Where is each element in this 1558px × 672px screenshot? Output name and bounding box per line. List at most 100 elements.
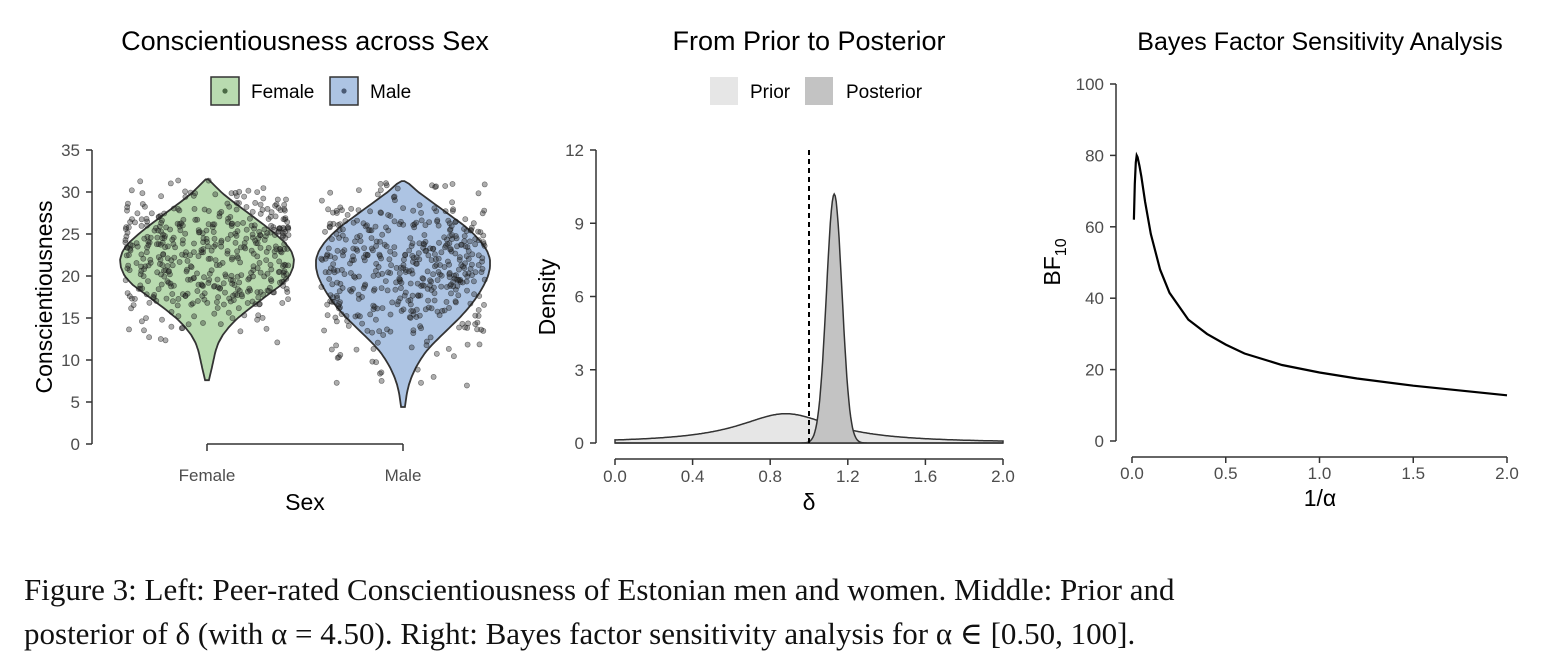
violin-point: [418, 379, 424, 386]
violin-point: [445, 345, 452, 352]
violin-point: [469, 251, 476, 258]
violin-point: [179, 222, 186, 229]
violin-point: [446, 274, 453, 280]
violin-point: [176, 207, 183, 214]
violin-point: [438, 272, 445, 279]
violin-point: [347, 260, 353, 267]
violin-point: [321, 327, 327, 334]
violin-point: [334, 279, 340, 286]
violin-point: [325, 245, 332, 252]
violin-point: [229, 254, 236, 261]
violin-point: [438, 283, 445, 290]
violin-point: [384, 326, 390, 333]
violin-point: [165, 279, 172, 286]
violin-point: [192, 216, 199, 223]
violin-point: [336, 300, 343, 307]
violin-point: [464, 273, 471, 280]
violin-point: [189, 300, 196, 307]
violin-point: [281, 241, 288, 248]
violin-point: [190, 275, 197, 282]
violin-point: [256, 228, 263, 235]
violin-point: [274, 339, 281, 346]
violin-point: [131, 295, 138, 302]
violin-point: [201, 290, 208, 297]
violin-point: [227, 231, 234, 238]
violin-point: [427, 334, 434, 341]
violin-point: [446, 304, 452, 311]
violin-point: [454, 276, 461, 283]
bf-x-tick-label: 0.0: [1120, 464, 1144, 483]
violin-point: [354, 234, 361, 240]
violin-point: [447, 246, 454, 252]
violin-point: [481, 207, 488, 214]
violin-x-tick-label: Female: [179, 466, 236, 485]
violin-point: [228, 256, 235, 263]
violin-point: [428, 257, 435, 263]
violin-point: [467, 300, 474, 307]
violin-point: [260, 195, 267, 202]
violin-point: [162, 244, 168, 251]
violin-point: [338, 266, 345, 273]
violin-point: [144, 222, 150, 229]
violin-point: [175, 295, 182, 302]
violin-point: [245, 276, 252, 283]
violin-point: [333, 292, 340, 299]
violin-point: [255, 294, 262, 301]
violin-point: [146, 299, 153, 306]
violin-point: [357, 232, 363, 239]
violin-point: [327, 189, 334, 196]
violin-point: [370, 302, 377, 309]
violin-point: [228, 190, 235, 197]
density-y-tick-label: 3: [575, 361, 584, 380]
violin-point: [422, 247, 429, 254]
violin-point: [446, 220, 453, 227]
violin-point: [240, 219, 246, 226]
violin-point: [246, 215, 253, 222]
violin-point: [407, 301, 414, 308]
violin-point: [322, 255, 329, 262]
violin-point: [421, 282, 427, 289]
violin-point: [475, 307, 482, 313]
violin-point: [265, 287, 272, 294]
violin-point: [266, 284, 273, 291]
violin-point: [141, 266, 147, 273]
violin-point: [201, 206, 208, 213]
violin-point: [337, 221, 343, 228]
violin-point: [220, 280, 227, 287]
violin-point: [452, 298, 459, 305]
violin-point: [168, 308, 175, 315]
violin-point: [380, 332, 387, 338]
density-y-tick-label: 12: [565, 141, 584, 160]
violin-point: [375, 263, 382, 270]
violin-y-ticks: 0 5 10 15 20 25 30 35: [61, 141, 92, 454]
violin-point: [285, 296, 291, 302]
violin-point: [159, 316, 165, 323]
violin-point: [370, 272, 377, 279]
violin-point: [199, 282, 206, 289]
violin-point: [187, 252, 193, 259]
violin-point: [175, 313, 182, 319]
violin-point: [200, 320, 206, 326]
violin-point: [420, 275, 427, 282]
violin-point: [233, 206, 240, 213]
violin-point: [318, 255, 325, 262]
violin-point: [176, 259, 183, 265]
violin-point: [187, 276, 194, 283]
violin-point: [409, 240, 416, 247]
violin-point: [257, 269, 264, 276]
violin-point: [267, 261, 274, 268]
violin-point: [222, 289, 228, 296]
violin-point: [413, 306, 420, 313]
violin-point: [372, 223, 379, 230]
violin-point: [362, 223, 369, 230]
violin-point: [128, 187, 135, 194]
violin-point: [273, 246, 280, 252]
violin-point: [254, 289, 261, 295]
violin-point: [228, 272, 235, 279]
violin-point: [442, 244, 448, 251]
violin-point: [355, 187, 362, 193]
violin-point: [255, 312, 262, 319]
violin-point: [475, 228, 481, 235]
violin-point: [158, 271, 164, 278]
violin-point: [225, 309, 232, 316]
